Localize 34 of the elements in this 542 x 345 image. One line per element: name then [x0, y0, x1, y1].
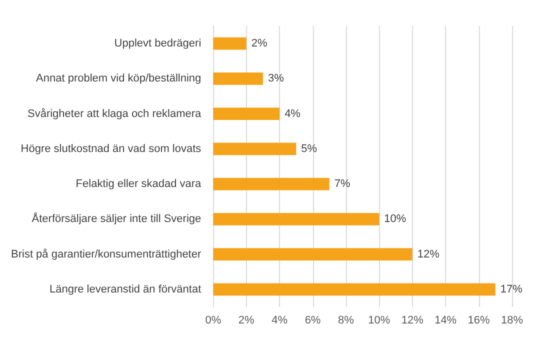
y-tick-label: Annat problem vid köp/beställning — [36, 72, 202, 85]
x-tick-label: 18% — [500, 314, 524, 326]
bar — [213, 108, 280, 120]
y-tick-label: Felaktig eller skadad vara — [76, 178, 202, 190]
data-label: 10% — [384, 213, 406, 226]
bar — [213, 178, 330, 190]
data-label: 7% — [334, 178, 350, 190]
bar — [213, 248, 412, 260]
bar — [213, 142, 296, 156]
x-tick-label: 8% — [338, 314, 354, 326]
x-tick-label: 12% — [401, 314, 424, 326]
data-label: 12% — [417, 248, 440, 260]
x-tick-label: 6% — [304, 314, 321, 326]
y-tick-label: Svårigheter att klaga och reklamera — [27, 108, 202, 120]
data-label: 4% — [284, 108, 301, 120]
y-tick-label: Högre slutkostnad än vad som lovats — [20, 142, 202, 155]
data-label: 5% — [301, 142, 318, 155]
x-tick-label: 14% — [434, 314, 457, 326]
x-tick-label: 0% — [205, 314, 222, 326]
bar — [213, 37, 246, 50]
y-tick-label: Brist på garantier/konsumenträttigheter — [10, 248, 202, 260]
x-tick-label: 16% — [468, 314, 490, 326]
x-tick-label: 4% — [272, 314, 288, 326]
x-tick-label: 10% — [368, 314, 390, 326]
bar — [213, 213, 380, 226]
y-tick-label: Återförsäljare säljer inte till Sverige — [32, 212, 202, 226]
y-tick-label: Längre leveranstid än förväntat — [49, 283, 202, 296]
bar — [213, 72, 263, 85]
bar — [213, 283, 496, 296]
data-label: 3% — [268, 72, 284, 85]
data-label: 17% — [500, 283, 523, 296]
x-tick-label: 2% — [238, 314, 255, 326]
data-label: 2% — [251, 38, 268, 50]
y-tick-label: Upplevt bedrägeri — [114, 38, 202, 50]
